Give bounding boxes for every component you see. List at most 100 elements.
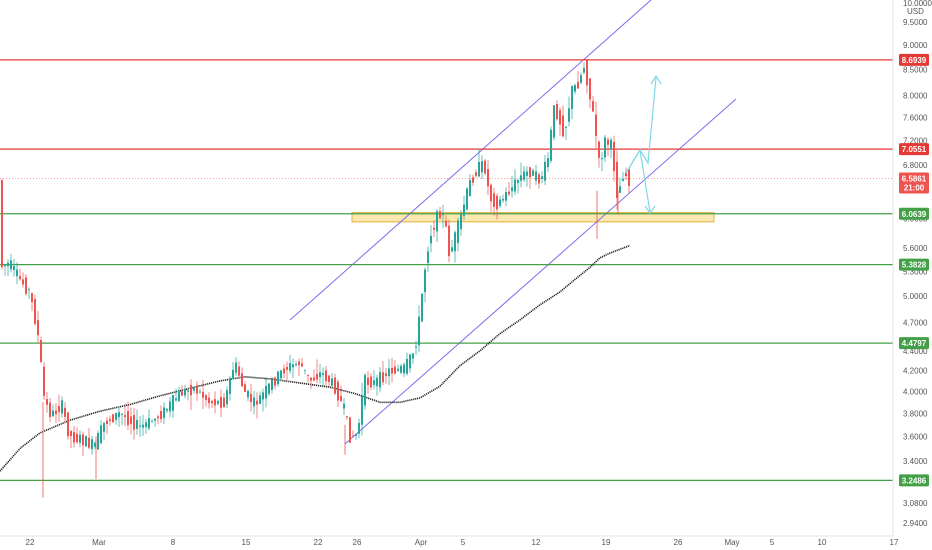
candle-body xyxy=(610,139,612,150)
candle-body xyxy=(460,213,462,230)
candle-body xyxy=(601,158,603,160)
candle xyxy=(283,364,285,379)
candle-body xyxy=(13,266,15,271)
candle-body xyxy=(577,81,579,89)
candle-body xyxy=(409,354,411,369)
candle xyxy=(601,152,603,172)
candle xyxy=(109,415,111,426)
projection-down-arrowhead xyxy=(644,205,656,215)
candle-body xyxy=(595,114,597,136)
candle-body xyxy=(526,171,528,176)
support-zone-group xyxy=(351,212,715,223)
support-zone xyxy=(351,212,715,223)
candle-body xyxy=(52,410,54,417)
candle xyxy=(202,379,204,409)
candle xyxy=(553,105,555,141)
candle-body xyxy=(280,370,282,379)
candle-body xyxy=(589,78,591,100)
candle xyxy=(346,415,348,420)
candle-body xyxy=(382,372,384,383)
candle-body xyxy=(154,418,156,421)
candle-body xyxy=(604,137,606,158)
candle xyxy=(79,430,81,448)
candle-body xyxy=(25,277,27,294)
candle xyxy=(232,362,234,380)
candle xyxy=(172,394,174,418)
candle-body xyxy=(463,204,465,216)
candle xyxy=(82,431,84,457)
candle-body xyxy=(355,434,357,436)
candle xyxy=(85,435,87,447)
candle-body xyxy=(4,265,6,267)
candle xyxy=(511,175,513,198)
candle xyxy=(316,359,318,384)
candle xyxy=(490,183,492,212)
candle-body xyxy=(370,376,372,388)
candle-body xyxy=(421,293,423,322)
candle-body xyxy=(511,187,513,192)
channel-upper-line[interactable] xyxy=(289,0,660,321)
candle-body xyxy=(31,293,33,303)
candle xyxy=(460,210,462,236)
candle-body xyxy=(79,434,81,443)
candle xyxy=(64,402,66,424)
candle-body xyxy=(442,214,444,216)
candle xyxy=(214,391,216,414)
candle-body xyxy=(310,377,312,381)
y-tick-label: 6.8000 xyxy=(903,161,928,170)
candle-body xyxy=(388,368,390,377)
candle xyxy=(43,362,45,401)
candle-body xyxy=(187,390,189,392)
candle xyxy=(565,126,567,140)
candle xyxy=(448,219,450,263)
candle-body xyxy=(136,419,138,429)
candle xyxy=(517,178,519,194)
candle xyxy=(379,367,381,393)
candle-body xyxy=(523,171,525,180)
time-axis[interactable]: 22 Mar 8 15 22 26 Apr 5 12 19 26 May 5 10 17 xyxy=(0,535,899,547)
candle-body xyxy=(130,416,132,424)
candle-body xyxy=(451,247,453,252)
candle xyxy=(508,182,510,197)
candle-body xyxy=(163,407,165,419)
y-tick-label: 9.0000 xyxy=(903,41,928,50)
candle xyxy=(469,174,471,197)
candle-body xyxy=(208,397,210,404)
candle-body xyxy=(148,418,150,429)
candle-body xyxy=(307,374,309,376)
y-tick-label: 8.0000 xyxy=(903,91,928,100)
candle-body xyxy=(253,397,255,407)
candle xyxy=(55,402,57,423)
candle-body xyxy=(271,380,273,390)
candle xyxy=(424,267,426,303)
candle xyxy=(25,274,27,296)
candle xyxy=(418,305,420,353)
candle xyxy=(304,369,306,375)
candle xyxy=(613,135,615,182)
y-tick-label: 4.2000 xyxy=(903,367,928,376)
candle-body xyxy=(415,346,417,348)
channel-lower-line[interactable] xyxy=(344,98,737,445)
candle xyxy=(337,379,339,407)
candle xyxy=(559,107,561,136)
candle-body xyxy=(541,176,543,179)
candle-body xyxy=(349,417,351,443)
candle xyxy=(238,361,240,378)
candle xyxy=(40,336,42,363)
candle xyxy=(577,70,579,89)
candle xyxy=(370,372,372,391)
candle xyxy=(58,394,60,423)
candle-body xyxy=(514,179,516,192)
candle xyxy=(184,384,186,399)
candle-body xyxy=(226,390,228,405)
candle xyxy=(430,225,432,253)
candle-body xyxy=(88,437,90,448)
candle-body xyxy=(199,391,201,393)
x-tick-label: 5 xyxy=(770,538,775,547)
candle xyxy=(496,193,498,220)
candle xyxy=(376,374,378,396)
candle-body xyxy=(376,377,378,387)
candle-body xyxy=(238,366,240,376)
candle xyxy=(403,362,405,378)
